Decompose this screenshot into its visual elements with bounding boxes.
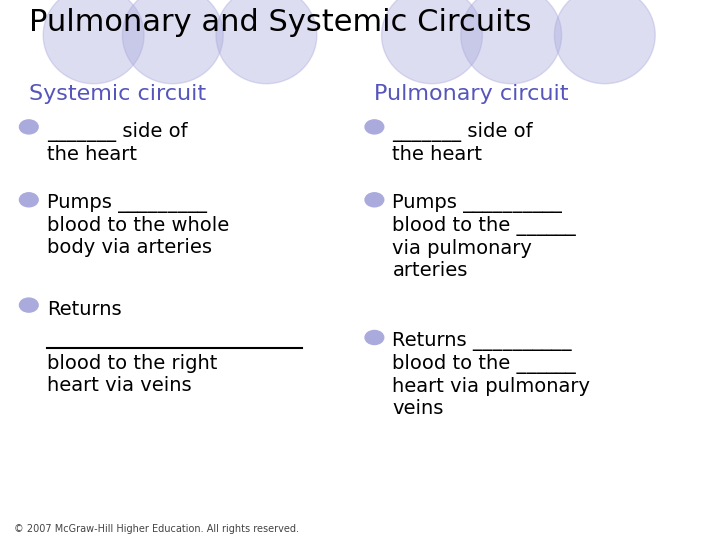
Text: Returns __________
blood to the ______
heart via pulmonary
veins: Returns __________ blood to the ______ h… [392,332,590,418]
Ellipse shape [382,0,482,84]
Ellipse shape [122,0,223,84]
Text: Returns: Returns [47,300,122,319]
Circle shape [365,193,384,207]
Circle shape [19,298,38,312]
Circle shape [19,120,38,134]
Circle shape [19,193,38,207]
Text: Pulmonary circuit: Pulmonary circuit [374,84,569,104]
Ellipse shape [43,0,144,84]
Ellipse shape [554,0,655,84]
Circle shape [365,330,384,345]
Text: _______ side of
the heart: _______ side of the heart [47,122,187,164]
Text: blood to the right
heart via veins: blood to the right heart via veins [47,354,217,395]
Text: © 2007 McGraw-Hill Higher Education. All rights reserved.: © 2007 McGraw-Hill Higher Education. All… [14,523,300,534]
Text: _______ side of
the heart: _______ side of the heart [392,122,533,164]
Text: Pumps _________
blood to the whole
body via arteries: Pumps _________ blood to the whole body … [47,194,229,258]
Ellipse shape [216,0,317,84]
Ellipse shape [461,0,562,84]
Text: Systemic circuit: Systemic circuit [29,84,206,104]
Text: Pulmonary and Systemic Circuits: Pulmonary and Systemic Circuits [29,8,531,37]
Circle shape [365,120,384,134]
Text: Pumps __________
blood to the ______
via pulmonary
arteries: Pumps __________ blood to the ______ via… [392,194,576,280]
